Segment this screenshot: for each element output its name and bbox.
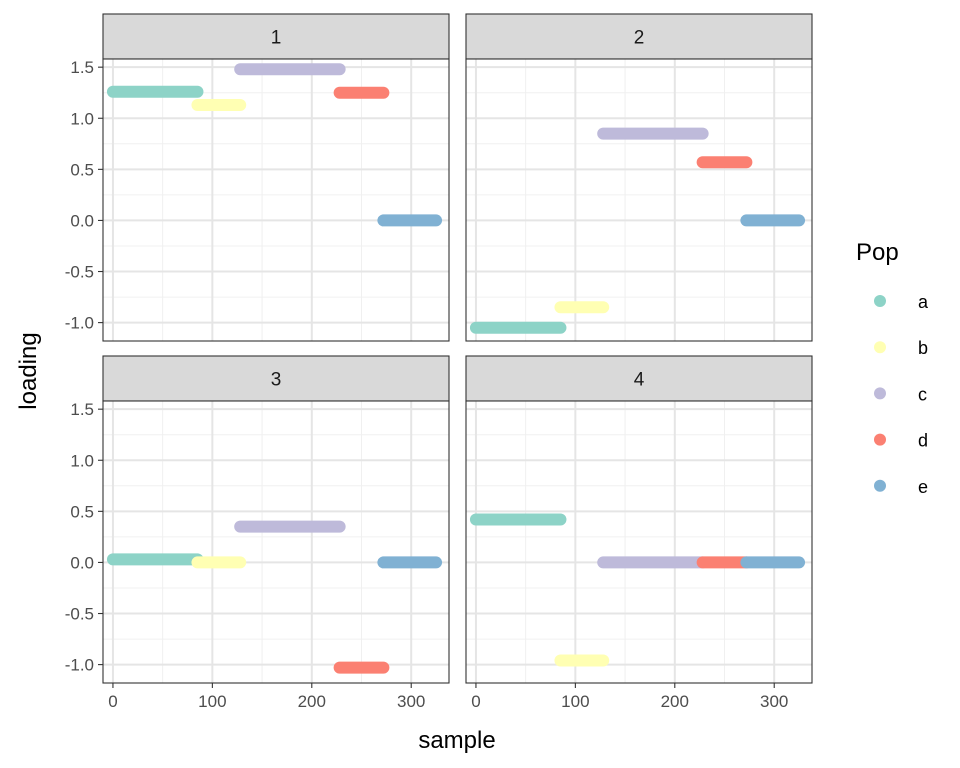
panel-border: [102, 400, 450, 684]
facet-strip-label: 4: [634, 370, 645, 391]
facet-strip-label: 2: [634, 28, 645, 49]
legend-key-e: [874, 479, 886, 492]
legend-label-a: a: [918, 292, 929, 312]
x-tick-label: 300: [760, 692, 788, 711]
y-tick-label: 0.5: [70, 502, 94, 521]
y-axis-title: loading: [15, 332, 42, 409]
facet-panel-3: 3: [102, 355, 450, 684]
plot-area: [103, 59, 449, 341]
facet-strip: [102, 355, 450, 402]
facet-strip: [102, 13, 450, 60]
legend-label-b: b: [918, 338, 928, 358]
x-axis-title: sample: [418, 727, 495, 754]
x-tick-label: 100: [561, 692, 589, 711]
legend-label-e: e: [918, 477, 928, 497]
y-tick-label: 0.5: [70, 160, 94, 179]
legend-label-d: d: [918, 431, 928, 451]
legend-label-c: c: [918, 384, 927, 404]
y-tick-label: -1.0: [65, 314, 94, 333]
x-tick-label: 100: [198, 692, 226, 711]
plot-area: [103, 401, 449, 683]
x-tick-label: 0: [108, 692, 117, 711]
legend-key-d: [874, 433, 886, 446]
y-tick-label: 1.5: [70, 400, 94, 419]
x-tick-label: 200: [298, 692, 326, 711]
legend: Pop a b c d e: [856, 239, 929, 497]
legend-key-b: [874, 341, 886, 354]
facet-strip-label: 3: [271, 370, 282, 391]
y-tick-label: -0.5: [65, 263, 94, 282]
y-tick-label: 1.5: [70, 58, 94, 77]
y-tick-label: 1.0: [70, 109, 94, 128]
facet-strip: [465, 13, 813, 60]
x-tick-label: 0: [471, 692, 480, 711]
panel-border: [102, 58, 450, 342]
facet-panel-2: 2: [465, 13, 813, 342]
y-tick-label: 1.0: [70, 451, 94, 470]
facet-panel-1: 1: [102, 13, 450, 342]
x-tick-label: 300: [397, 692, 425, 711]
facet-panel-4: 4: [465, 355, 813, 684]
facet-strip: [465, 355, 813, 402]
plot-area: [466, 401, 812, 683]
legend-title: Pop: [856, 239, 899, 266]
y-tick-label: 0.0: [70, 553, 94, 572]
chart-axes: 1.5 1.0 0.5 0.0 -0.5 -1.0 1.5 1.0 0.5 0.0 -0.5 -1.0…: [65, 58, 789, 711]
y-tick-label: -1.0: [65, 656, 94, 675]
panel-border: [465, 58, 813, 342]
facet-panels: 1 2 3 4: [102, 13, 813, 684]
plot-area: [466, 59, 812, 341]
y-tick-label: -0.5: [65, 605, 94, 624]
legend-key-c: [874, 387, 886, 400]
legend-key-a: [874, 295, 886, 307]
panel-border: [465, 400, 813, 684]
facet-strip-label: 1: [271, 28, 282, 49]
x-tick-label: 200: [661, 692, 689, 711]
y-tick-label: 0.0: [70, 211, 94, 230]
